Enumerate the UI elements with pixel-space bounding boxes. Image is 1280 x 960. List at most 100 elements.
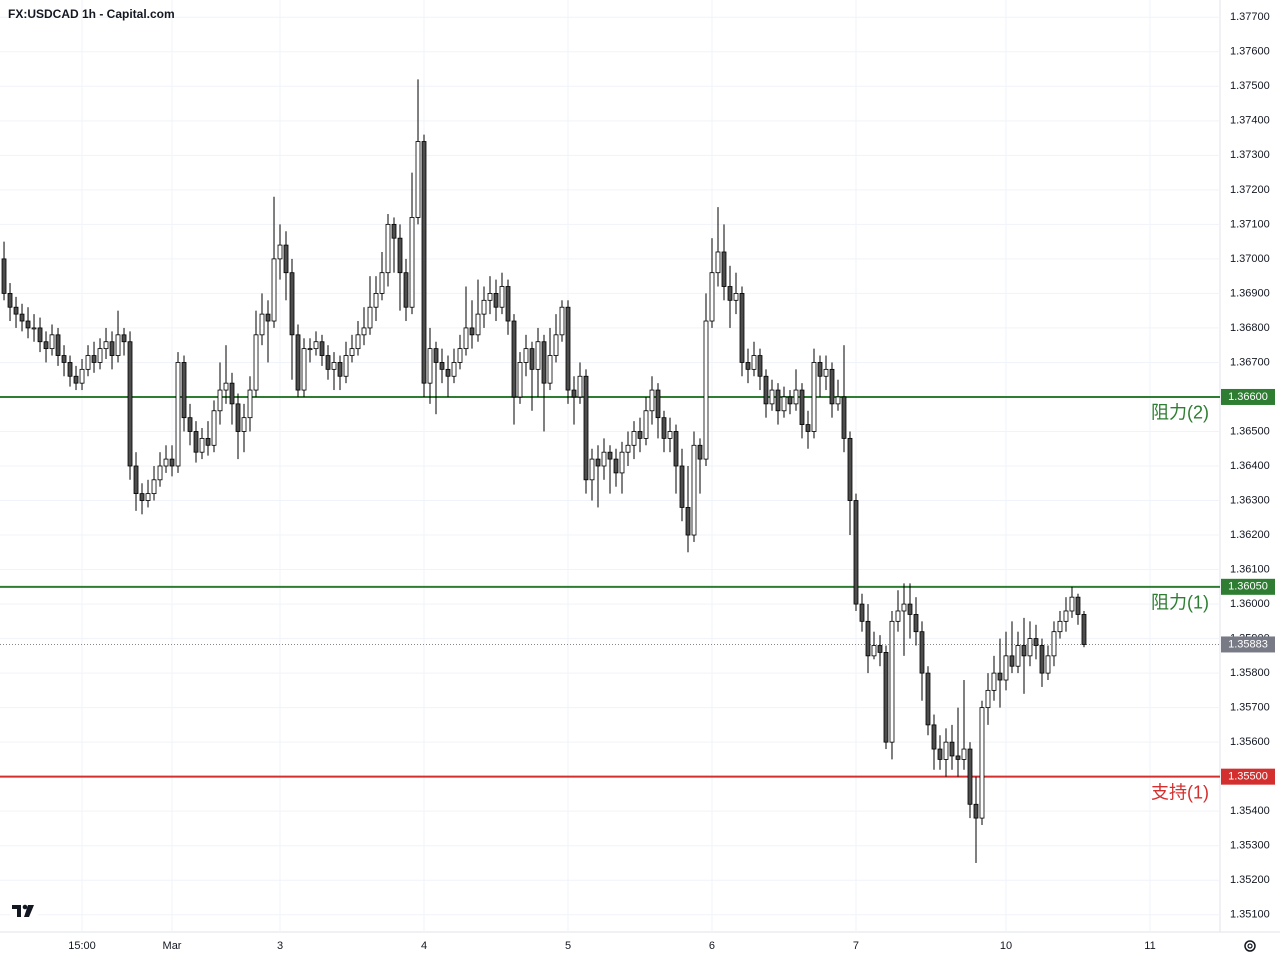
candle-body <box>907 603 913 615</box>
last-price-label: 1.35883 <box>1228 638 1268 650</box>
candle-body <box>37 327 43 343</box>
x-tick-label: 15:00 <box>68 940 96 952</box>
candle-body <box>91 355 97 363</box>
candle-body <box>571 389 577 398</box>
candle-body <box>871 645 877 657</box>
candle-body <box>967 748 973 805</box>
candle-body <box>79 368 85 384</box>
candle-body <box>277 244 283 260</box>
candle-body <box>607 451 613 460</box>
candle-body <box>163 458 169 467</box>
candle-body <box>595 458 601 467</box>
candle-body <box>1063 610 1069 622</box>
candle-body <box>577 375 583 398</box>
candle-body <box>541 341 547 384</box>
candle-body <box>319 341 325 356</box>
x-tick-label: 7 <box>853 940 859 952</box>
candle-body <box>127 341 133 467</box>
candle-body <box>919 631 925 674</box>
settings-icon[interactable] <box>1244 940 1256 952</box>
candle-body <box>529 348 535 370</box>
candle-body <box>355 334 361 350</box>
x-tick-label: 5 <box>565 940 571 952</box>
candle-body <box>799 389 805 425</box>
candle-body <box>205 437 211 446</box>
candle-body <box>451 362 457 377</box>
candle-body <box>601 451 607 467</box>
y-tick-label: 1.36500 <box>1230 425 1270 437</box>
candle-body <box>637 431 643 439</box>
candle-body <box>1057 620 1063 633</box>
candle-body <box>685 507 691 536</box>
y-tick-label: 1.36100 <box>1230 563 1270 575</box>
candle-body <box>589 458 595 481</box>
candle-body <box>661 417 667 439</box>
candle-body <box>103 341 109 350</box>
candle-body <box>829 368 835 405</box>
x-tick-label: Mar <box>163 940 182 952</box>
candle-body <box>367 306 373 329</box>
candle-body <box>253 334 259 391</box>
candle-body <box>379 272 385 294</box>
y-tick-label: 1.36200 <box>1230 529 1270 541</box>
candle-body <box>19 313 25 322</box>
candle-body <box>265 313 271 322</box>
candle-body <box>193 431 199 453</box>
level-annotation: 阻力(1) <box>1151 593 1209 613</box>
candle-body <box>697 444 703 460</box>
candle-body <box>973 803 979 819</box>
candle-body <box>439 362 445 370</box>
axes: 1.35100 1.35200 1.35300 1.35400 1.35500 1.356… <box>68 11 1275 952</box>
candle-body <box>679 465 685 508</box>
candle-body <box>283 244 289 274</box>
candle-body <box>985 689 991 709</box>
candle-body <box>673 431 679 467</box>
candle-body <box>523 348 529 363</box>
candle-body <box>325 355 331 370</box>
y-tick-label: 1.36300 <box>1230 494 1270 506</box>
y-tick-label: 1.37100 <box>1230 218 1270 230</box>
candle-body <box>289 272 295 336</box>
candle-body <box>649 389 655 412</box>
candle-body <box>1075 596 1081 615</box>
candle-body <box>811 362 817 432</box>
candle-body <box>787 396 793 405</box>
candle-body <box>517 362 523 398</box>
candle-body <box>721 251 727 287</box>
y-tick-label: 1.37700 <box>1230 11 1270 23</box>
candle-body <box>25 320 31 329</box>
candle-body <box>559 306 565 336</box>
candle-body <box>67 362 73 377</box>
candle-body <box>337 362 343 377</box>
candle-body <box>85 355 91 370</box>
candle-body <box>61 355 67 363</box>
candle-body <box>715 251 721 274</box>
candle-body <box>175 362 181 467</box>
candle-body <box>13 306 19 315</box>
candle-body <box>511 320 517 398</box>
candle-body <box>181 362 187 419</box>
candle-body <box>1039 645 1045 674</box>
candle-body <box>211 410 217 446</box>
candle-body <box>925 672 931 726</box>
x-tick-label: 6 <box>709 940 715 952</box>
candle-body <box>565 306 571 391</box>
candle-body <box>793 389 799 405</box>
candle-body <box>1027 638 1033 657</box>
candle-body <box>97 348 103 363</box>
candle-body <box>49 334 55 350</box>
candle-body <box>313 341 319 350</box>
candle-body <box>259 313 265 336</box>
candle-body <box>133 465 139 495</box>
candle-body <box>109 341 115 356</box>
candle-body <box>361 327 367 336</box>
candle-body <box>241 417 247 432</box>
y-tick-label: 1.36800 <box>1230 322 1270 334</box>
candle-body <box>481 299 487 315</box>
x-tick-label: 10 <box>1000 940 1012 952</box>
candle-body <box>865 620 871 657</box>
candle-body <box>937 748 943 760</box>
candle-body <box>415 141 421 218</box>
candle-body <box>667 431 673 439</box>
